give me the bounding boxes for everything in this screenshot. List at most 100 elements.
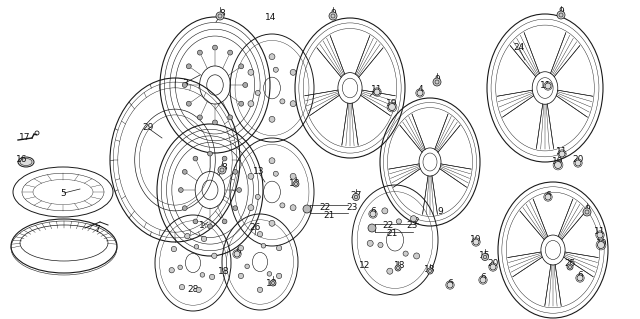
Circle shape [182, 206, 187, 211]
Text: 6: 6 [235, 248, 241, 256]
Circle shape [245, 264, 250, 269]
Circle shape [329, 12, 337, 20]
Circle shape [207, 224, 212, 229]
Circle shape [433, 78, 441, 86]
Text: 20: 20 [572, 155, 584, 165]
Circle shape [172, 246, 177, 252]
Ellipse shape [18, 157, 34, 167]
Text: 8: 8 [219, 10, 225, 19]
Text: 3: 3 [182, 78, 188, 87]
Text: 9: 9 [434, 75, 440, 84]
Circle shape [473, 239, 479, 245]
Text: 15: 15 [479, 250, 491, 259]
Circle shape [368, 224, 376, 232]
Circle shape [193, 219, 198, 224]
Text: 9: 9 [330, 9, 336, 18]
Circle shape [255, 194, 260, 199]
Circle shape [554, 161, 561, 168]
Circle shape [233, 206, 237, 211]
Text: 9: 9 [437, 207, 443, 217]
Circle shape [269, 54, 275, 60]
Circle shape [583, 208, 591, 216]
Circle shape [559, 151, 565, 157]
Circle shape [182, 83, 188, 87]
Circle shape [276, 273, 282, 278]
Circle shape [248, 174, 254, 179]
Text: 6: 6 [370, 207, 376, 217]
Circle shape [273, 67, 278, 72]
Circle shape [490, 264, 496, 270]
Text: 19: 19 [552, 158, 564, 167]
Text: 28: 28 [188, 286, 198, 294]
Text: 14: 14 [266, 13, 276, 23]
Circle shape [269, 158, 275, 164]
Circle shape [200, 273, 205, 277]
Circle shape [222, 156, 227, 161]
Circle shape [427, 268, 433, 274]
Circle shape [207, 151, 212, 156]
Text: 6: 6 [545, 190, 551, 199]
Text: 17: 17 [19, 133, 31, 143]
Circle shape [396, 219, 401, 224]
Text: 6: 6 [577, 271, 583, 280]
Circle shape [267, 271, 272, 276]
Circle shape [239, 101, 244, 106]
Circle shape [480, 277, 486, 283]
Text: 18: 18 [218, 268, 230, 277]
Circle shape [447, 282, 453, 288]
Text: 5: 5 [60, 189, 66, 197]
Circle shape [216, 12, 224, 20]
Circle shape [197, 50, 202, 55]
Text: 1: 1 [199, 221, 205, 231]
Text: 20: 20 [487, 259, 499, 269]
Circle shape [417, 90, 423, 96]
Circle shape [261, 243, 266, 248]
Circle shape [481, 254, 488, 261]
Text: 11: 11 [540, 81, 552, 91]
Text: 12: 12 [359, 262, 371, 271]
Circle shape [257, 287, 262, 293]
Circle shape [239, 64, 244, 69]
Circle shape [202, 236, 207, 241]
Circle shape [290, 70, 296, 75]
Text: 21: 21 [387, 229, 397, 239]
Circle shape [395, 265, 401, 271]
Text: 16: 16 [16, 155, 28, 165]
Circle shape [280, 99, 285, 104]
Text: 19: 19 [387, 100, 397, 108]
Text: 9: 9 [584, 205, 590, 214]
Circle shape [257, 232, 262, 237]
Circle shape [290, 205, 296, 211]
Circle shape [370, 211, 376, 217]
Circle shape [387, 268, 393, 274]
Circle shape [209, 274, 215, 279]
Circle shape [567, 264, 573, 270]
Text: 18: 18 [266, 278, 278, 287]
Circle shape [179, 285, 185, 290]
Text: 23: 23 [406, 221, 418, 231]
Text: 6: 6 [447, 279, 453, 288]
Circle shape [212, 120, 218, 125]
Text: 27: 27 [350, 190, 362, 199]
Circle shape [269, 116, 275, 122]
Circle shape [545, 83, 551, 89]
Circle shape [303, 205, 311, 213]
Circle shape [557, 11, 565, 19]
Text: 22: 22 [319, 204, 331, 212]
Circle shape [212, 253, 217, 258]
Text: 19: 19 [596, 239, 608, 248]
Text: 29: 29 [142, 123, 154, 132]
Text: 18: 18 [289, 179, 301, 188]
Circle shape [237, 188, 241, 192]
Circle shape [248, 101, 254, 107]
Circle shape [238, 245, 244, 251]
Circle shape [243, 83, 248, 87]
Text: 10: 10 [470, 234, 482, 243]
Circle shape [196, 287, 202, 293]
Circle shape [218, 166, 226, 174]
Circle shape [248, 70, 254, 75]
Circle shape [545, 194, 551, 200]
Circle shape [378, 242, 383, 248]
Circle shape [410, 216, 417, 222]
Text: 21: 21 [323, 211, 335, 220]
